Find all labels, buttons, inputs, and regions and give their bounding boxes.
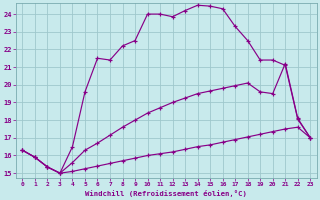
X-axis label: Windchill (Refroidissement éolien,°C): Windchill (Refroidissement éolien,°C) — [85, 190, 247, 197]
